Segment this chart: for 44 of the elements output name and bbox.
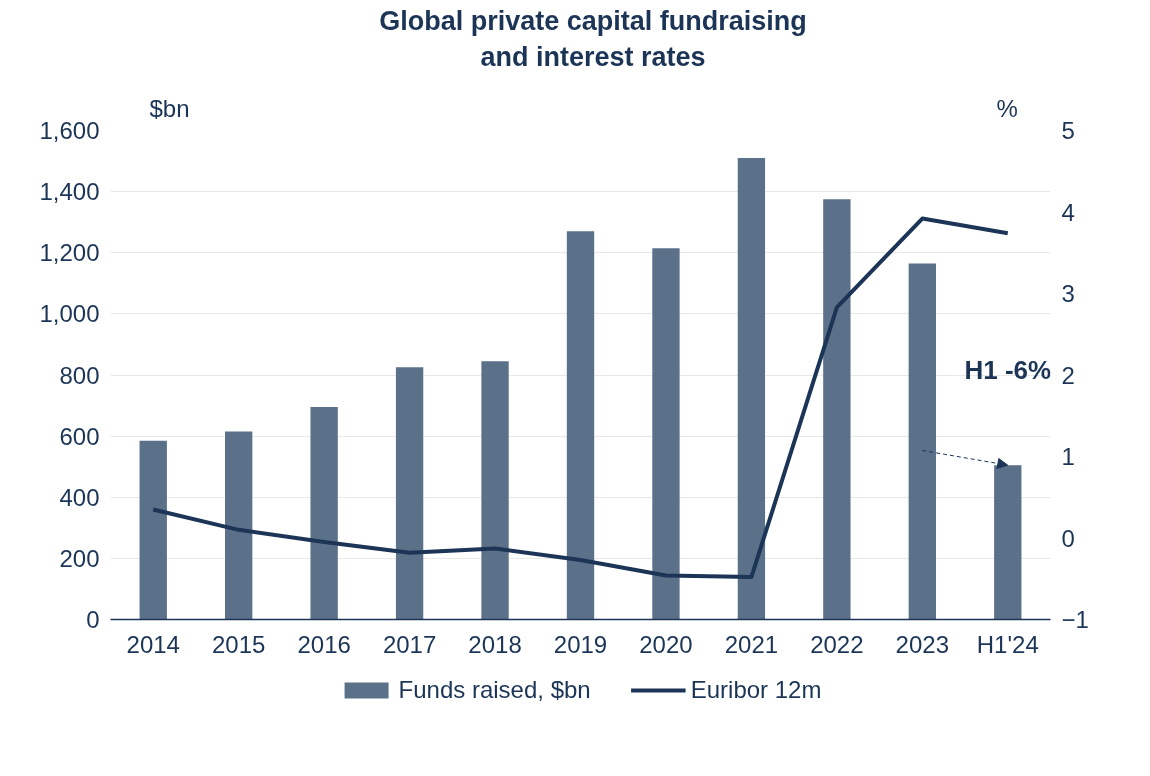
x-tick-label: H1'24: [976, 630, 1039, 658]
y2-tick-label: 1: [1061, 443, 1075, 470]
y-tick-label: 400: [59, 483, 100, 511]
y-tick-label: 200: [59, 544, 100, 572]
y2-tick-label: 0: [1061, 524, 1075, 552]
bar: [395, 367, 424, 620]
legend-label: Funds raised, $bn: [398, 676, 591, 704]
bar: [737, 158, 766, 620]
y-tick-label: 1,200: [39, 239, 100, 267]
bar: [310, 407, 338, 620]
legend-label: Euribor 12m: [690, 676, 822, 704]
y-tick-label: 1,000: [39, 300, 100, 328]
x-tick-label: 2016: [297, 630, 351, 658]
y-tick-label: 600: [59, 422, 100, 450]
y-tick-label: 1,400: [39, 178, 100, 206]
y2-tick-label: 5: [1061, 117, 1075, 144]
bar: [652, 248, 680, 620]
y2-tick-label: 2: [1061, 361, 1075, 389]
chart-title: Global private capital fundraising and interest rates: [379, 5, 807, 72]
bar: [139, 440, 167, 620]
y2-tick-label: 4: [1061, 198, 1075, 226]
y-axis-title: $bn: [149, 95, 190, 122]
x-tick-label: 2019: [553, 630, 608, 658]
y2-tick-label: 3: [1061, 280, 1075, 307]
bar: [481, 361, 509, 620]
bar: [566, 231, 595, 620]
x-tick-label: 2022: [810, 630, 864, 658]
annotation: H1 -6%: [964, 355, 1052, 386]
bar: [994, 465, 1022, 620]
y2-tick-label: −1: [1061, 606, 1089, 633]
x-tick-label: 2014: [126, 630, 180, 658]
x-tick-label: 2018: [468, 630, 522, 658]
x-tick-label: 2021: [724, 630, 779, 658]
y-tick-label: 0: [86, 606, 100, 633]
bar: [908, 263, 936, 620]
x-tick-label: 2023: [895, 630, 950, 658]
x-tick-label: 2017: [382, 630, 437, 658]
x-tick-label: 2015: [211, 630, 266, 658]
y-tick-label: 1,600: [39, 117, 100, 144]
y2-axis-title: %: [996, 95, 1018, 122]
bar: [823, 199, 851, 620]
y-tick-label: 800: [59, 361, 100, 389]
x-tick-label: 2020: [639, 630, 693, 658]
bar: [225, 431, 253, 620]
